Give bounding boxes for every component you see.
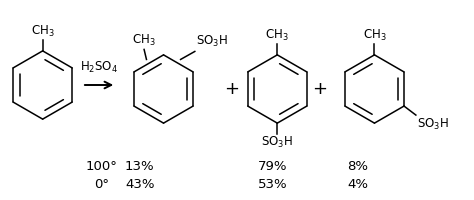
Text: 0°: 0° [94,178,109,192]
Text: CH$_3$: CH$_3$ [31,24,55,39]
Text: SO$_3$H: SO$_3$H [261,135,293,150]
Text: CH$_3$: CH$_3$ [363,28,386,43]
Text: 100°: 100° [86,160,118,173]
Text: SO$_3$H: SO$_3$H [417,117,449,132]
Text: 79%: 79% [258,160,287,173]
Text: 4%: 4% [347,178,368,192]
Text: 53%: 53% [258,178,287,192]
Text: 8%: 8% [347,160,368,173]
Text: CH$_3$: CH$_3$ [132,33,156,48]
Text: CH$_3$: CH$_3$ [265,28,289,43]
Text: SO$_3$H: SO$_3$H [196,34,228,49]
Text: 43%: 43% [125,178,155,192]
Text: +: + [312,80,328,98]
Text: +: + [224,80,239,98]
Text: H$_2$SO$_4$: H$_2$SO$_4$ [80,60,118,75]
Text: 13%: 13% [125,160,155,173]
